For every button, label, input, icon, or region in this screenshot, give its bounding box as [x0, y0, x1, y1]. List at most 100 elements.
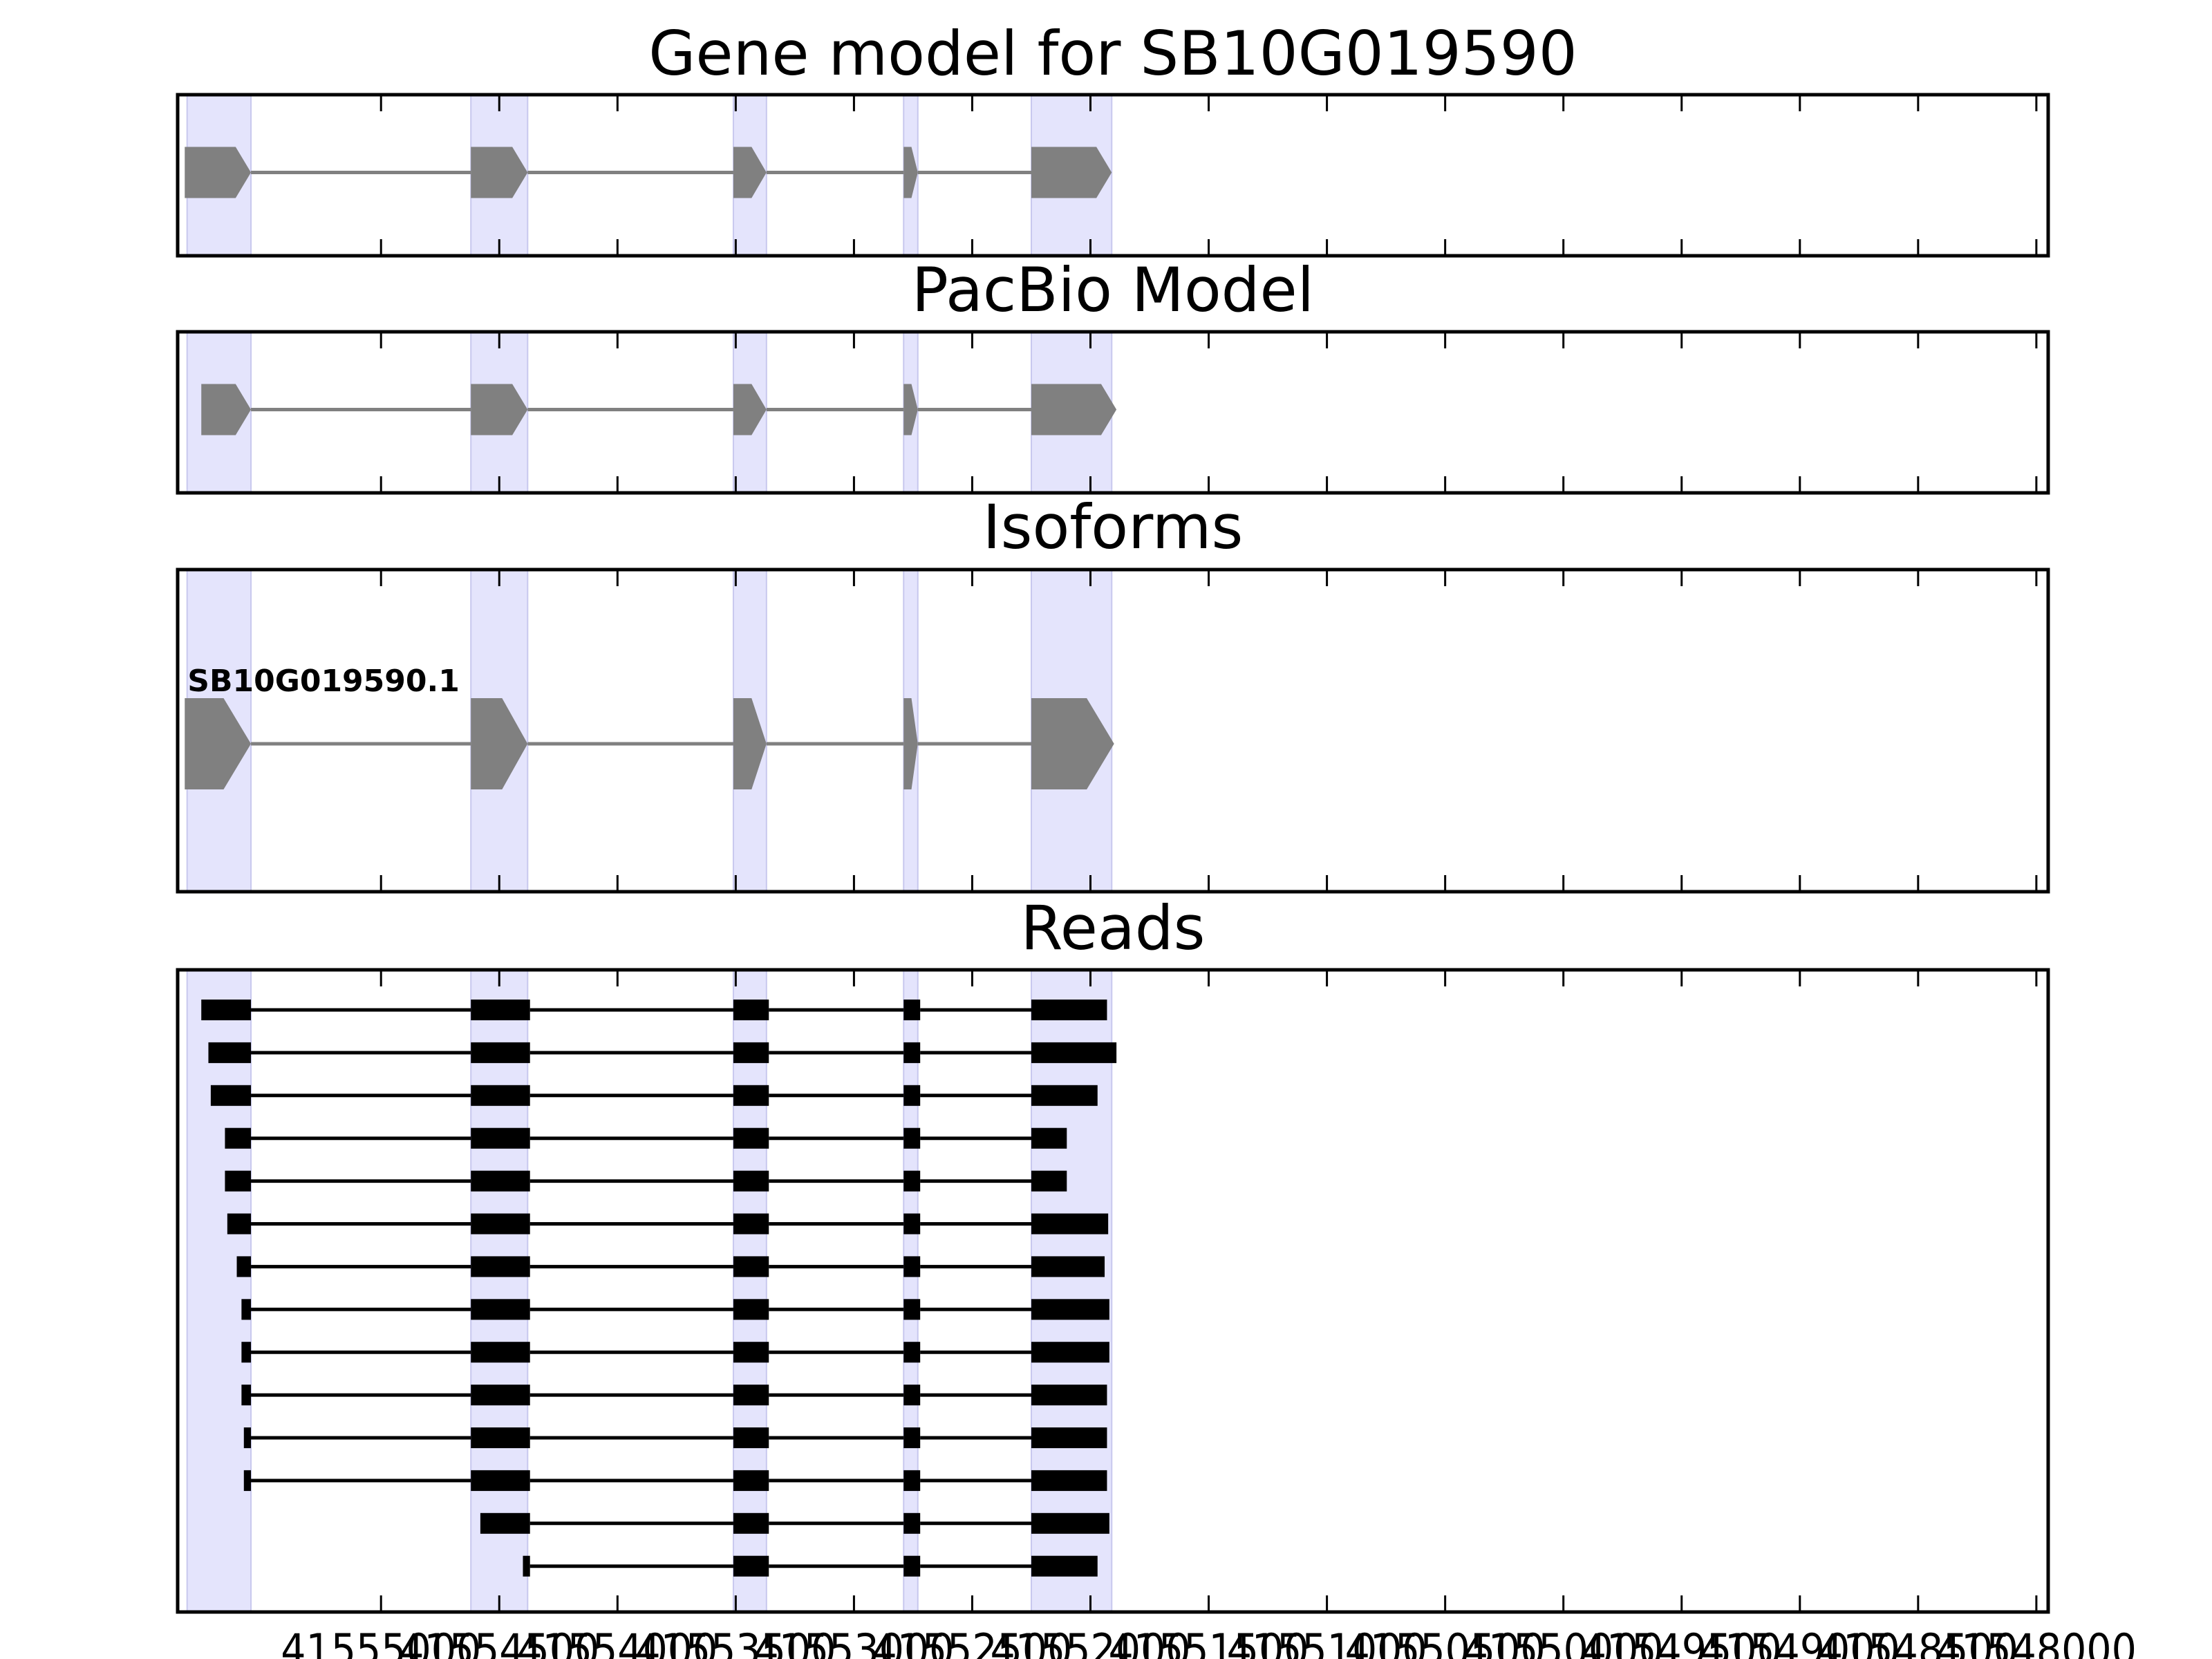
isoform-exon	[185, 698, 252, 789]
read	[241, 1342, 1109, 1363]
x-tick-label: 41549000	[1700, 1624, 1900, 1659]
read-exon	[241, 1342, 252, 1363]
read-exon	[225, 1127, 252, 1149]
read-exon	[733, 1555, 769, 1577]
exon-band	[186, 969, 252, 1613]
read-exon	[733, 1170, 769, 1192]
x-tick-label: 41551500	[1109, 1624, 1309, 1659]
x-tick-label: 41554000	[517, 1624, 718, 1659]
read	[523, 1555, 1098, 1577]
gene-model-frame	[176, 93, 2050, 258]
read-exon	[201, 1000, 252, 1020]
read	[243, 1427, 1107, 1448]
read-exon	[1031, 1256, 1105, 1277]
x-tick-label: 41552000	[991, 1624, 1191, 1659]
read-exon	[903, 1213, 921, 1235]
gene-model-exon	[185, 147, 252, 198]
read-exon	[733, 1127, 769, 1149]
read-exon	[471, 1385, 530, 1406]
read-exon	[471, 1127, 530, 1149]
read-exon	[903, 1427, 921, 1448]
x-axis: 4155500041554500415540004155350041553000…	[281, 1624, 2137, 1659]
read	[225, 1170, 1067, 1192]
read-exon	[903, 1470, 921, 1491]
read-exon	[471, 1299, 530, 1320]
read-exon	[480, 1512, 530, 1534]
pacbio-model-exon	[903, 384, 918, 435]
x-tick-label: 41550500	[1345, 1624, 1546, 1659]
x-tick-label: 41551000	[1227, 1624, 1427, 1659]
read-exon	[903, 1342, 921, 1363]
read-exon	[227, 1213, 252, 1235]
read	[243, 1470, 1107, 1491]
x-tick-label: 41548500	[1818, 1624, 2018, 1659]
isoform-exon	[903, 698, 918, 789]
read-exon	[733, 1512, 769, 1534]
read	[236, 1256, 1105, 1277]
x-tick-label: 41548000	[1936, 1624, 2137, 1659]
read	[225, 1127, 1067, 1149]
x-tick-label: 41554500	[399, 1624, 599, 1659]
isoform-label: SB10G019590.1	[187, 664, 460, 699]
isoforms-frame	[176, 568, 2050, 894]
read-exon	[903, 1299, 921, 1320]
read-exon	[903, 1127, 921, 1149]
read-exon	[471, 1000, 530, 1020]
pacbio-model-frame	[176, 330, 2050, 495]
read-exon	[733, 1427, 769, 1448]
read-exon	[903, 1170, 921, 1192]
read-exon	[733, 1299, 769, 1320]
x-tick-label: 41555000	[281, 1624, 481, 1659]
exon-band	[1030, 969, 1113, 1613]
read-exon	[1031, 1299, 1109, 1320]
read-exon	[903, 1555, 921, 1577]
read-exon	[1031, 1085, 1098, 1106]
isoform-exon	[1031, 698, 1114, 789]
read-exon	[471, 1213, 530, 1235]
read	[201, 1000, 1107, 1020]
read-exon	[208, 1042, 252, 1063]
read-exon	[733, 1042, 769, 1063]
gene-model-exon	[903, 147, 918, 198]
read	[227, 1213, 1109, 1235]
read-exon	[243, 1470, 252, 1491]
reads-frame	[176, 968, 2050, 1614]
read-exon	[903, 1512, 921, 1534]
pacbio-model-exon	[733, 384, 767, 435]
x-tick-label: 41549500	[1582, 1624, 1782, 1659]
read-exon	[733, 1000, 769, 1020]
read-exon	[1031, 1042, 1117, 1063]
read-exon	[1031, 1213, 1109, 1235]
read-exon	[903, 1085, 921, 1106]
pacbio-model-exon	[471, 384, 528, 435]
gene-model-exon	[733, 147, 767, 198]
read-exon	[1031, 1512, 1109, 1534]
read-exon	[236, 1256, 252, 1277]
read-exon	[1031, 1000, 1107, 1020]
read-exon	[733, 1385, 769, 1406]
read-exon	[733, 1256, 769, 1277]
read	[208, 1042, 1117, 1063]
read-exon	[241, 1299, 252, 1320]
read-exon	[471, 1470, 530, 1491]
read-exon	[903, 1385, 921, 1406]
read	[241, 1385, 1107, 1406]
read	[480, 1512, 1109, 1534]
read-exon	[1031, 1170, 1067, 1192]
read-exon	[243, 1427, 252, 1448]
read	[241, 1299, 1109, 1320]
read-exon	[471, 1042, 530, 1063]
read-exon	[1031, 1555, 1098, 1577]
read-exon	[903, 1256, 921, 1277]
isoforms-panel: SB10G019590.1 Isoforms	[176, 491, 2050, 894]
pacbio-model-panel: PacBio Model	[176, 254, 2050, 495]
x-tick-label: 41552500	[872, 1624, 1072, 1659]
pacbio-model-title: PacBio Model	[912, 254, 1314, 326]
reads-panel: Reads	[176, 892, 2050, 1614]
read-exon	[903, 1042, 921, 1063]
read-exon	[241, 1385, 252, 1406]
read-exon	[471, 1427, 530, 1448]
gene-model-title: Gene model for SB10G019590	[648, 18, 1577, 89]
read-exon	[471, 1256, 530, 1277]
